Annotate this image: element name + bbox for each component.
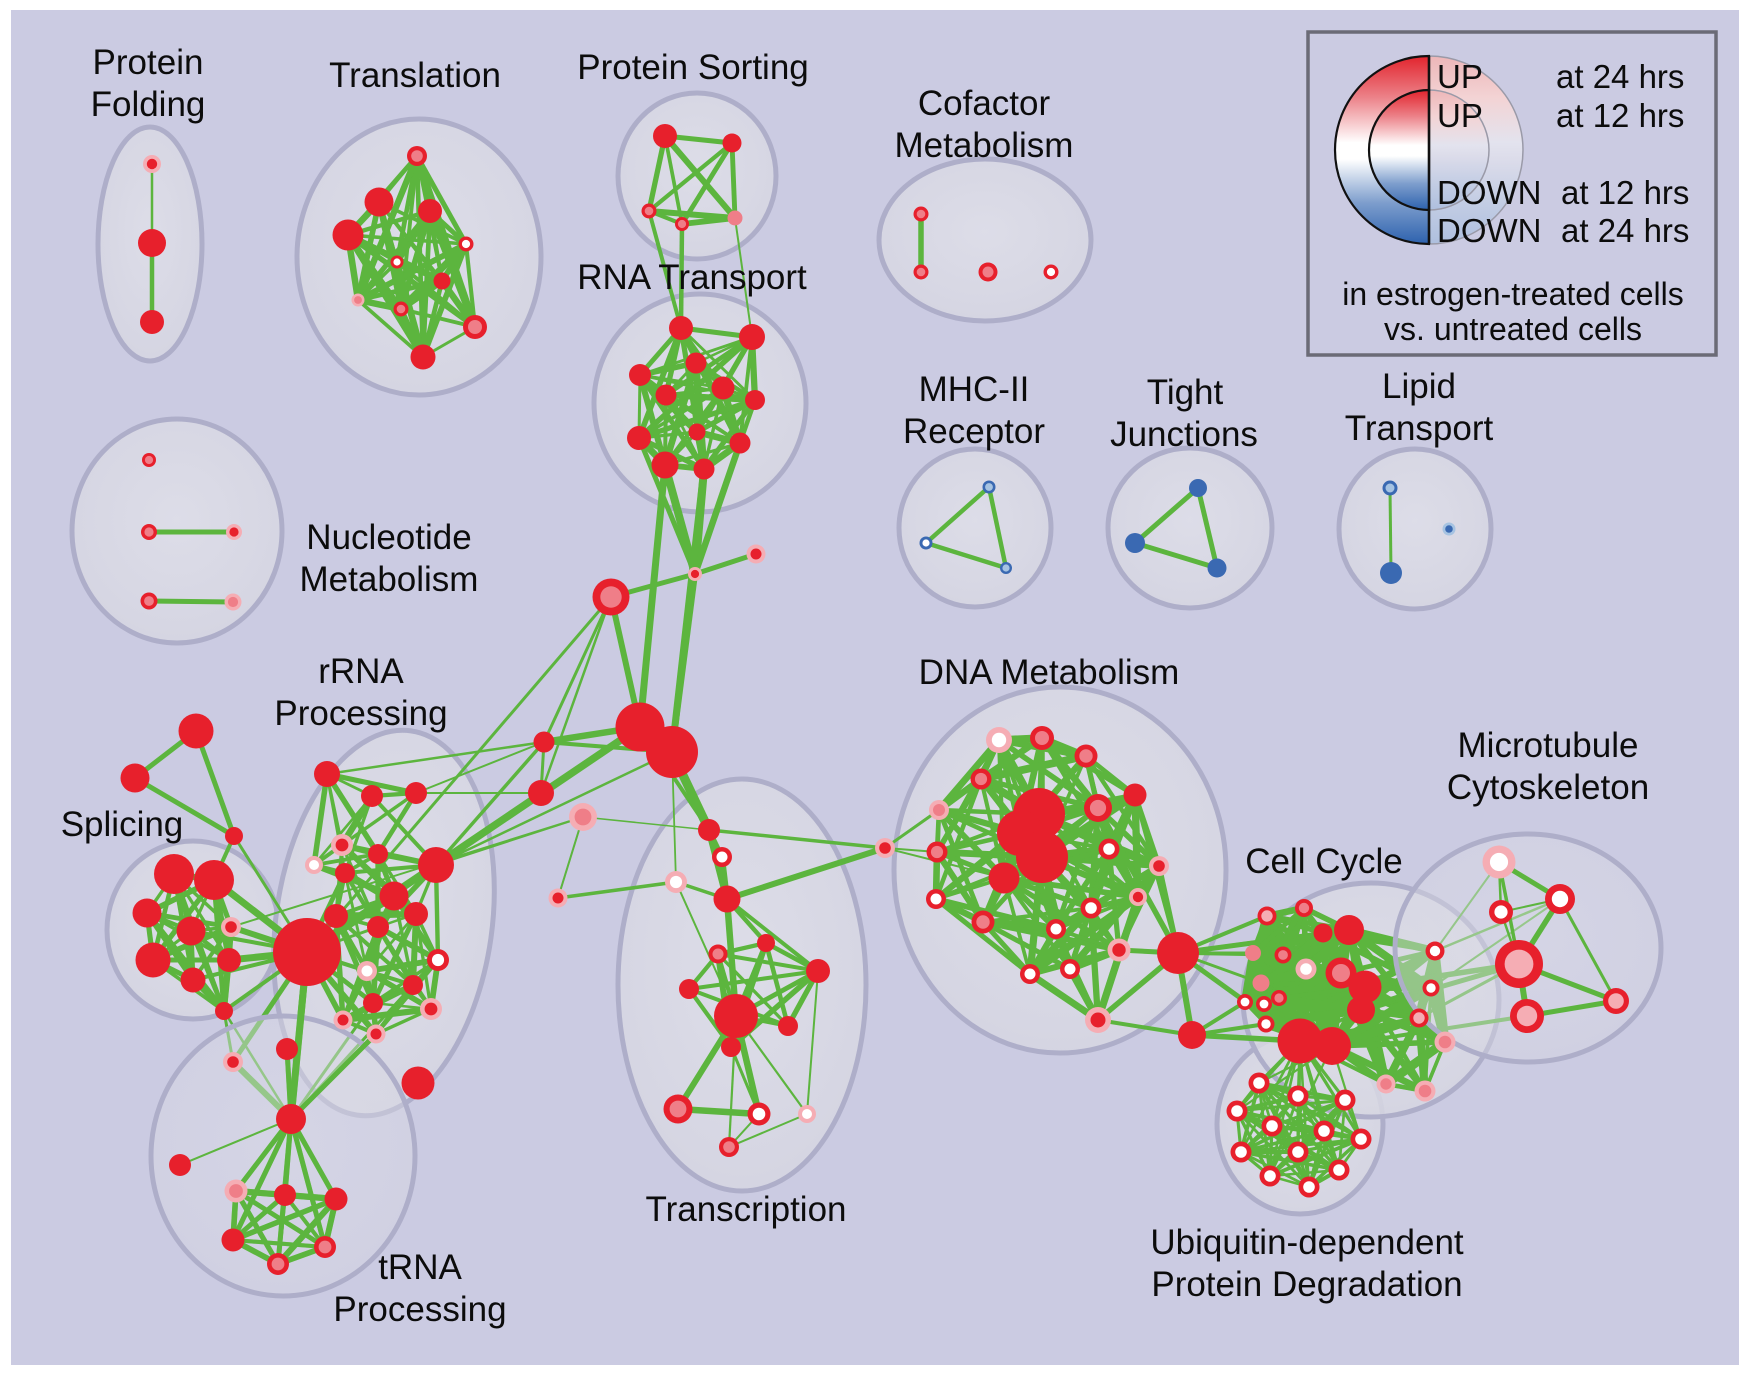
svg-text:Splicing: Splicing bbox=[61, 805, 184, 844]
svg-text:in estrogen-treated cells: in estrogen-treated cells bbox=[1342, 276, 1684, 312]
svg-text:DOWN: DOWN bbox=[1437, 212, 1541, 249]
svg-text:Cell Cycle: Cell Cycle bbox=[1245, 842, 1403, 881]
svg-text:Protein Sorting: Protein Sorting bbox=[577, 48, 809, 87]
svg-text:Protein Degradation: Protein Degradation bbox=[1151, 1265, 1462, 1304]
svg-text:Junctions: Junctions bbox=[1110, 415, 1258, 454]
svg-text:UP: UP bbox=[1437, 97, 1483, 134]
svg-text:Ubiquitin-dependent: Ubiquitin-dependent bbox=[1150, 1223, 1464, 1262]
svg-text:Transcription: Transcription bbox=[646, 1190, 847, 1229]
svg-text:UP: UP bbox=[1437, 58, 1483, 95]
svg-text:Tight: Tight bbox=[1147, 373, 1224, 412]
svg-text:Processing: Processing bbox=[274, 694, 447, 733]
svg-text:vs. untreated cells: vs. untreated cells bbox=[1384, 311, 1642, 347]
svg-text:Processing: Processing bbox=[333, 1290, 506, 1329]
svg-text:Folding: Folding bbox=[91, 85, 206, 124]
svg-text:Cytoskeleton: Cytoskeleton bbox=[1447, 768, 1649, 807]
svg-text:Receptor: Receptor bbox=[903, 412, 1045, 451]
svg-text:DNA Metabolism: DNA Metabolism bbox=[919, 653, 1180, 692]
svg-text:tRNA: tRNA bbox=[378, 1248, 462, 1287]
svg-text:Lipid: Lipid bbox=[1382, 367, 1456, 406]
svg-text:Cofactor: Cofactor bbox=[918, 84, 1051, 123]
svg-text:Metabolism: Metabolism bbox=[895, 126, 1074, 165]
svg-text:at 12 hrs: at 12 hrs bbox=[1561, 174, 1689, 211]
svg-text:Microtubule: Microtubule bbox=[1458, 726, 1639, 765]
svg-text:Translation: Translation bbox=[329, 56, 501, 95]
svg-text:rRNA: rRNA bbox=[318, 652, 404, 691]
svg-text:Nucleotide: Nucleotide bbox=[306, 518, 471, 557]
svg-text:at 24 hrs: at 24 hrs bbox=[1561, 212, 1689, 249]
svg-text:RNA Transport: RNA Transport bbox=[577, 258, 807, 297]
svg-text:Metabolism: Metabolism bbox=[300, 560, 479, 599]
svg-text:MHC-II: MHC-II bbox=[919, 370, 1030, 409]
svg-text:Protein: Protein bbox=[93, 43, 204, 82]
svg-text:at 12 hrs: at 12 hrs bbox=[1556, 97, 1684, 134]
svg-text:DOWN: DOWN bbox=[1437, 174, 1541, 211]
svg-text:Transport: Transport bbox=[1345, 409, 1494, 448]
svg-text:at 24 hrs: at 24 hrs bbox=[1556, 58, 1684, 95]
